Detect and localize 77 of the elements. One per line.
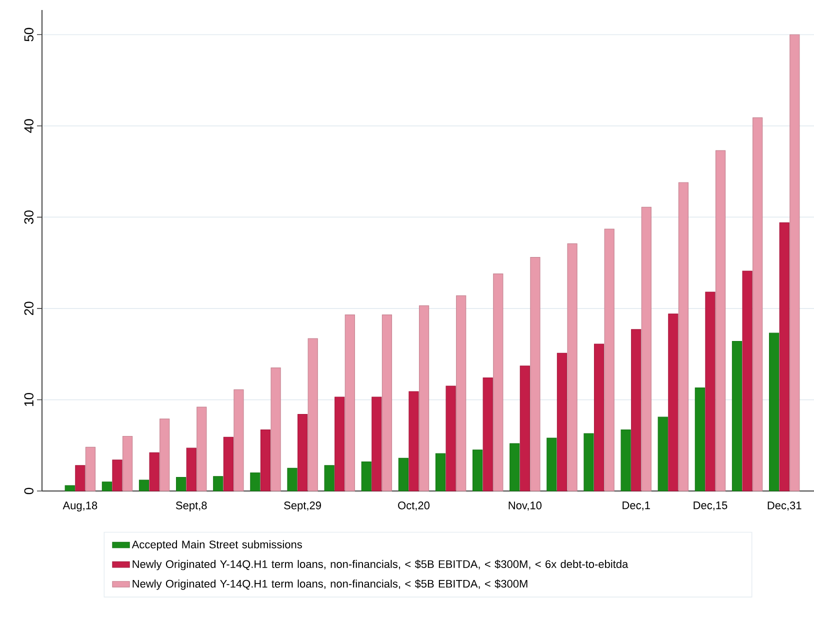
bar <box>287 468 298 492</box>
legend-label: Newly Originated Y-14Q.H1 term loans, non-financials, < $5B EBITDA, < $300M, < 6x debt-to-ebitda <box>132 560 628 570</box>
bar <box>138 480 150 492</box>
bar <box>186 448 196 492</box>
bar <box>372 396 382 492</box>
bar <box>196 406 207 492</box>
bar <box>620 430 631 492</box>
bar <box>567 243 578 492</box>
bar <box>298 414 308 492</box>
bar <box>752 117 763 492</box>
bar <box>715 150 726 492</box>
bar <box>456 295 466 492</box>
bar <box>556 352 568 492</box>
bar <box>641 206 652 492</box>
bar <box>64 485 75 492</box>
bar <box>530 257 540 492</box>
bar <box>334 396 345 492</box>
y-tick-label: 30 <box>24 210 34 224</box>
x-tick-label: Nov,10 <box>508 502 542 511</box>
bar <box>270 367 281 492</box>
bar <box>742 270 752 492</box>
y-tick-label: 20 <box>24 302 34 316</box>
bar <box>122 436 133 492</box>
bar <box>769 332 780 492</box>
y-tick-label: 50 <box>24 28 34 42</box>
y-tick-label: 0 <box>24 488 34 494</box>
bar <box>678 182 689 492</box>
bar <box>694 388 705 492</box>
bar <box>584 433 594 492</box>
bar <box>408 391 419 492</box>
bar <box>446 386 456 492</box>
bar <box>510 443 520 492</box>
bar <box>223 436 234 492</box>
legend-label: Accepted Main Street submissions <box>132 540 302 551</box>
bar <box>520 366 530 492</box>
bar <box>732 341 742 492</box>
bar <box>160 418 170 492</box>
bar <box>668 314 678 492</box>
x-tick-label: Dec,31 <box>768 502 802 511</box>
bar <box>75 465 86 492</box>
bar <box>250 472 260 492</box>
bar <box>234 389 244 492</box>
x-tick-label: Sept,8 <box>176 502 207 512</box>
bar <box>482 378 493 492</box>
x-tick-label: Sept,29 <box>284 502 321 512</box>
x-tick-label: Oct,20 <box>398 502 430 511</box>
x-tick-label: Dec,15 <box>694 502 728 511</box>
bar <box>604 228 614 492</box>
x-tick-label: Dec,1 <box>622 502 650 511</box>
bar <box>472 450 483 492</box>
bar <box>493 273 504 492</box>
bar <box>779 222 790 492</box>
legend-label: Newly Originated Y-14Q.H1 term loans, non-financials, < $5B EBITDA, < $300M <box>132 579 528 590</box>
bar <box>594 344 604 492</box>
y-tick-label: 40 <box>24 119 34 133</box>
bar <box>705 292 716 492</box>
bar <box>382 314 392 492</box>
x-tick-label: Aug,18 <box>62 502 98 512</box>
bar <box>435 453 446 492</box>
bar <box>149 452 160 492</box>
bar <box>418 305 430 492</box>
bar <box>631 329 642 492</box>
bar <box>361 461 372 492</box>
bar <box>176 477 186 492</box>
bar <box>546 438 557 492</box>
bar <box>398 458 408 492</box>
bar <box>102 482 112 492</box>
bar <box>324 465 334 492</box>
bar <box>344 314 355 492</box>
bar <box>308 338 318 492</box>
bar <box>213 476 224 492</box>
bar <box>112 460 122 492</box>
bar <box>85 446 96 492</box>
bar <box>790 34 800 492</box>
y-tick-label: 10 <box>24 393 34 406</box>
bar <box>658 416 668 492</box>
bar <box>260 430 271 492</box>
